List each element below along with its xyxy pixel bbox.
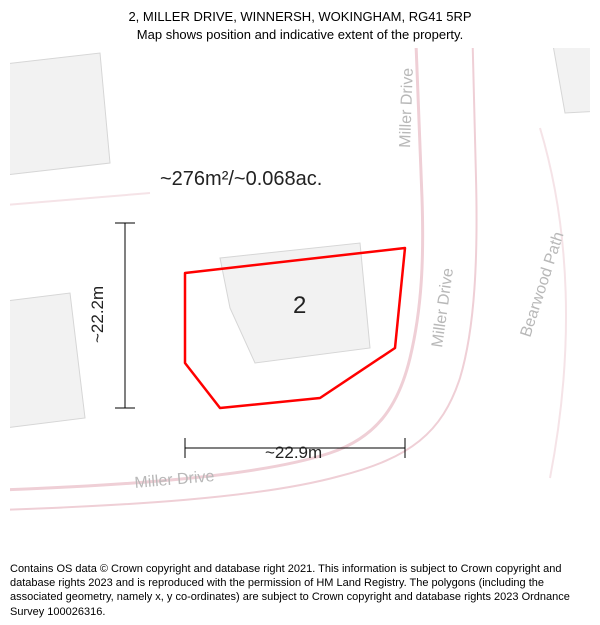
footer-text: Contains OS data © Crown copyright and d… bbox=[10, 562, 590, 619]
height-dimension-label: ~22.2m bbox=[88, 286, 108, 343]
map-area: Miller Drive Miller Drive Miller Drive Bear… bbox=[10, 48, 590, 528]
area-label: ~276m²/~0.068ac. bbox=[160, 168, 322, 191]
plot-number: 2 bbox=[293, 292, 306, 320]
address-line: 2, MILLER DRIVE, WINNERSH, WOKINGHAM, RG… bbox=[0, 8, 600, 26]
header: 2, MILLER DRIVE, WINNERSH, WOKINGHAM, RG… bbox=[0, 8, 600, 43]
road-label: Bearwood Path bbox=[518, 230, 568, 339]
road-line bbox=[10, 193, 150, 208]
building-outline bbox=[10, 293, 85, 433]
width-dimension-label: ~22.9m bbox=[265, 443, 322, 463]
road-label: Miller Drive bbox=[134, 468, 215, 492]
subtitle-line: Map shows position and indicative extent… bbox=[0, 26, 600, 44]
road-label: Miller Drive bbox=[397, 67, 417, 148]
road-label: Miller Drive bbox=[429, 267, 457, 349]
map-document: 2, MILLER DRIVE, WINNERSH, WOKINGHAM, RG… bbox=[0, 0, 600, 625]
building-outline bbox=[10, 53, 110, 178]
building-outline bbox=[550, 48, 590, 113]
